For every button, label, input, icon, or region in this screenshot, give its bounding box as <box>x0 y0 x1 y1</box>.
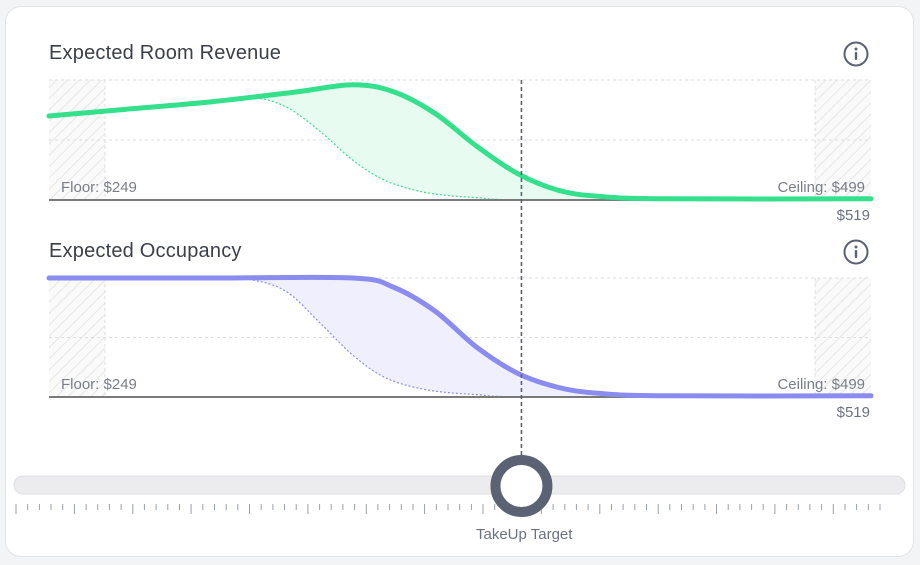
occupancy-floor-label: Floor: $249 <box>61 376 137 393</box>
slider-label: TakeUp Target <box>476 526 573 543</box>
revenue-chart-title: Expected Room Revenue <box>49 42 282 64</box>
occupancy-delta-area <box>49 277 871 398</box>
occupancy-chart-title: Expected Occupancy <box>49 240 242 262</box>
revenue-chart: Floor: $249 Ceiling: $499 $519 <box>46 79 874 224</box>
floor-zone <box>49 278 105 397</box>
slider-knob[interactable] <box>490 455 553 517</box>
revenue-curve <box>46 82 874 202</box>
revenue-ceiling-label: Ceiling: $499 <box>777 179 865 196</box>
revenue-delta-area <box>49 84 871 201</box>
occupancy-info-icon[interactable] <box>843 239 869 265</box>
revenue-info-icon[interactable] <box>843 41 869 67</box>
slider-track[interactable] <box>13 475 906 495</box>
pricing-card <box>5 6 914 557</box>
occupancy-end-label: $519 <box>837 404 870 421</box>
occupancy-curve <box>46 274 874 399</box>
revenue-floor-label: Floor: $249 <box>61 179 137 196</box>
floor-zone <box>49 80 105 200</box>
occupancy-ceiling-label: Ceiling: $499 <box>777 376 865 393</box>
occupancy-chart: Floor: $249 Ceiling: $499 $519 <box>46 274 874 421</box>
revenue-end-label: $519 <box>837 207 870 224</box>
slider-ticks <box>15 504 881 514</box>
